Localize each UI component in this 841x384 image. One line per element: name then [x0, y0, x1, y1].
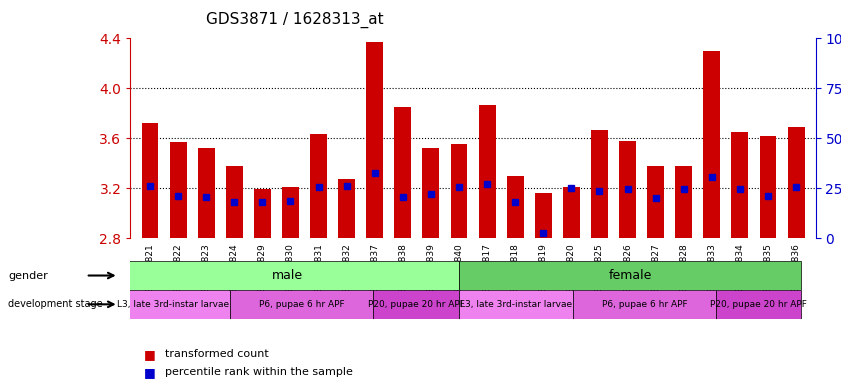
Bar: [648, 166, 664, 238]
Bar: [367, 42, 383, 238]
Text: L3, late 3rd-instar larvae: L3, late 3rd-instar larvae: [460, 300, 572, 309]
Bar: [563, 187, 579, 238]
FancyBboxPatch shape: [573, 290, 716, 319]
Bar: [226, 166, 243, 238]
Bar: [759, 136, 776, 238]
FancyBboxPatch shape: [230, 290, 373, 319]
FancyBboxPatch shape: [459, 261, 801, 290]
Text: gender: gender: [8, 270, 48, 281]
Text: L3, late 3rd-instar larvae: L3, late 3rd-instar larvae: [117, 300, 230, 309]
Bar: [675, 166, 692, 238]
Bar: [479, 104, 495, 238]
Bar: [703, 51, 720, 238]
FancyBboxPatch shape: [116, 261, 459, 290]
Text: P6, pupae 6 hr APF: P6, pupae 6 hr APF: [259, 300, 345, 309]
Bar: [422, 148, 439, 238]
Bar: [170, 142, 187, 238]
Text: development stage: development stage: [8, 299, 103, 310]
FancyBboxPatch shape: [459, 290, 573, 319]
Bar: [338, 179, 355, 238]
Text: P6, pupae 6 hr APF: P6, pupae 6 hr APF: [601, 300, 687, 309]
Bar: [310, 134, 327, 238]
Bar: [535, 193, 552, 238]
Bar: [282, 187, 299, 238]
Bar: [732, 132, 748, 238]
Bar: [507, 176, 524, 238]
Bar: [198, 148, 214, 238]
Bar: [394, 107, 411, 238]
Bar: [451, 144, 468, 238]
Text: percentile rank within the sample: percentile rank within the sample: [165, 367, 352, 377]
Text: GDS3871 / 1628313_at: GDS3871 / 1628313_at: [205, 12, 383, 28]
Bar: [254, 189, 271, 238]
FancyBboxPatch shape: [716, 290, 801, 319]
Text: ■: ■: [144, 348, 156, 361]
Text: male: male: [272, 269, 303, 282]
Bar: [619, 141, 636, 238]
Bar: [788, 127, 805, 238]
FancyBboxPatch shape: [373, 290, 459, 319]
FancyBboxPatch shape: [116, 290, 230, 319]
Text: P20, pupae 20 hr APF: P20, pupae 20 hr APF: [710, 300, 807, 309]
Bar: [141, 123, 158, 238]
Text: female: female: [608, 269, 652, 282]
Text: P20, pupae 20 hr APF: P20, pupae 20 hr APF: [368, 300, 464, 309]
Bar: [591, 129, 608, 238]
Text: ■: ■: [144, 366, 156, 379]
Text: transformed count: transformed count: [165, 349, 268, 359]
